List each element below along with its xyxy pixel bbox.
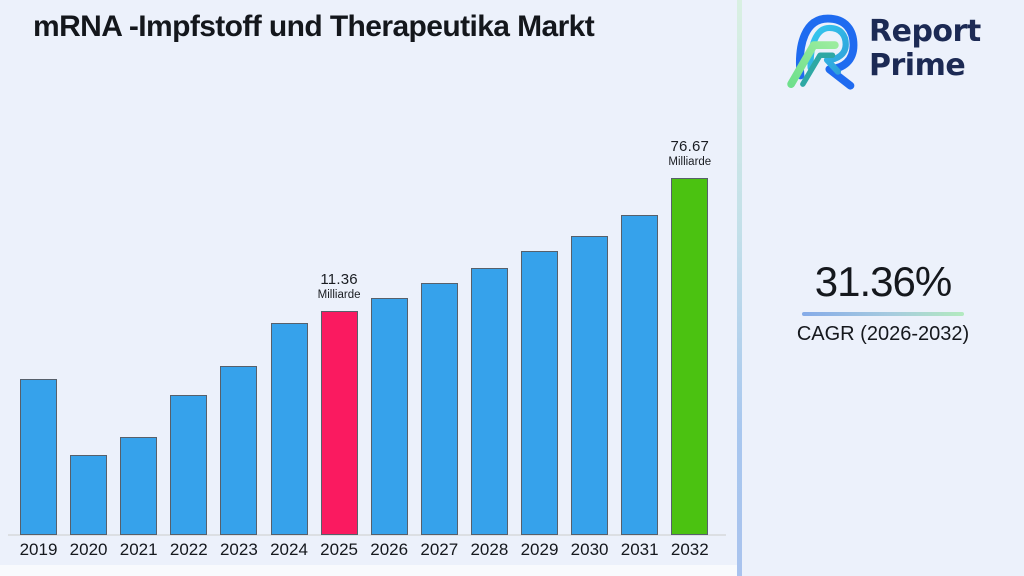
report-prime-logo: Report Prime — [781, 8, 981, 90]
page-title: mRNA -Impfstoff und Therapeutika Markt — [33, 10, 595, 43]
cagr-label: CAGR (2026-2032) — [796, 323, 970, 345]
report-prime-logo-icon — [787, 14, 858, 90]
bar-2020 — [70, 455, 108, 535]
bar-2019 — [20, 379, 57, 535]
bar-unit-2025: Milliarde — [317, 289, 361, 301]
bottom-strip — [0, 565, 737, 576]
logo-text-line1: Report — [869, 14, 981, 49]
bar-2031 — [621, 215, 659, 535]
logo-text-line2: Prime — [869, 48, 966, 83]
bar-2022 — [170, 395, 208, 535]
cagr-block: 31.36% CAGR (2026-2032) — [768, 258, 998, 346]
bar-2021 — [120, 437, 158, 535]
x-tick-2023: 2023 — [219, 540, 258, 559]
bar-2029 — [521, 251, 558, 535]
x-tick-2027: 2027 — [420, 540, 459, 559]
x-tick-2020: 2020 — [69, 540, 108, 559]
x-tick-2019: 2019 — [19, 540, 58, 559]
x-tick-2024: 2024 — [270, 540, 308, 559]
bar-value-2032: 76.67 — [670, 138, 710, 155]
bar-2030 — [571, 236, 609, 535]
cagr-value: 31.36% — [814, 258, 952, 305]
report-prime-logo-text: Report Prime — [869, 15, 981, 83]
cagr-underline — [802, 312, 964, 316]
x-tick-2021: 2021 — [119, 540, 158, 559]
bar-2025 — [320, 311, 358, 535]
bar-unit-2032: Milliarde — [668, 156, 712, 168]
bar-chart: 2019 2020 2021 2022 2023 2024 2025 2026 2027 2028… — [0, 138, 737, 576]
bar-2027 — [420, 283, 458, 535]
vertical-divider — [737, 0, 742, 576]
bar-2028 — [470, 268, 508, 535]
bar-label-2025: 11.36 Milliarde — [294, 271, 384, 301]
x-axis-line — [8, 534, 726, 536]
x-tick-2030: 2030 — [570, 540, 609, 559]
bar-2032 — [671, 178, 709, 535]
bar-2024 — [270, 323, 308, 535]
x-tick-2031: 2031 — [620, 540, 659, 559]
x-tick-2029: 2029 — [520, 540, 559, 559]
x-tick-2022: 2022 — [169, 540, 208, 559]
bar-2023 — [220, 366, 258, 535]
x-tick-2026: 2026 — [370, 540, 409, 559]
bar-label-2032: 76.67 Milliarde — [645, 138, 735, 168]
x-tick-2025: 2025 — [320, 540, 358, 559]
x-tick-2028: 2028 — [470, 540, 509, 559]
bar-2026 — [370, 298, 408, 535]
x-tick-2032: 2032 — [670, 540, 709, 559]
bar-value-2025: 11.36 — [320, 271, 358, 288]
